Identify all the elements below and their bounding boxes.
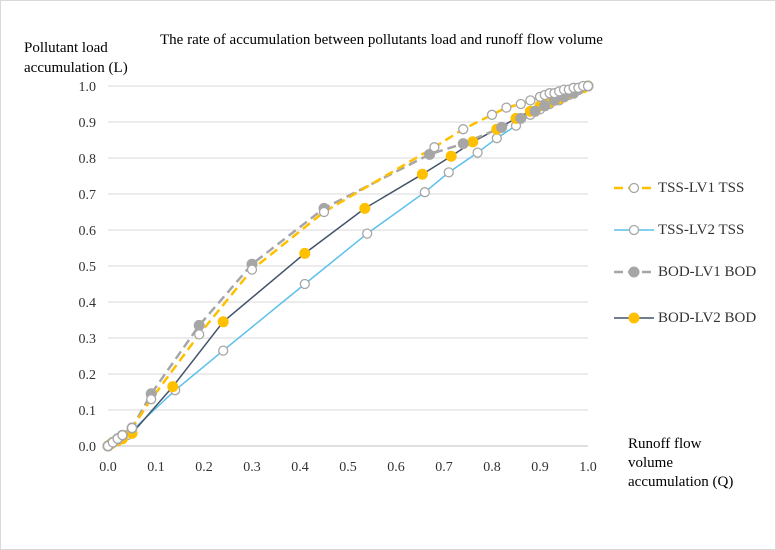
y-tick-label: 0.6 [79,224,97,239]
y-axis-label-line-1: Pollutant load [24,40,108,56]
x-tick-label: 1.0 [579,460,597,475]
data-point [416,168,428,180]
data-point [167,381,179,393]
data-point [217,316,229,328]
y-axis-label-line-2: accumulation (L) [24,60,128,76]
x-tick-label: 0.0 [99,460,117,475]
data-point [193,319,205,331]
data-point [525,95,536,106]
data-point [582,80,594,92]
legend-label-bod-lv2: BOD-LV2 BOD [658,309,757,326]
y-tick-label: 0.7 [79,188,97,203]
x-axis-label-line-1: Runoff flow [628,436,702,452]
data-point [529,105,541,117]
legend-swatch-tss-lv1 [614,182,654,194]
x-tick-label: 0.5 [339,460,357,475]
data-point [299,278,310,290]
data-point [491,133,502,144]
legend-item-tss-lv1: TSS-LV1 TSS [612,178,744,198]
legend-marker [628,182,640,194]
legend-swatch-bod-lv2 [614,312,654,324]
legend-label-tss-lv2: TSS-LV2 TSS [658,221,745,238]
data-point [359,202,371,214]
data-point [496,121,508,133]
data-point [117,430,128,441]
data-point [472,147,483,158]
legend-label-bod-lv1: BOD-LV1 BOD [658,263,757,280]
legend-item-bod-lv1: BOD-LV1 BOD [612,262,756,282]
legend-item-tss-lv2: TSS-LV2 TSS [612,220,744,240]
y-tick-label: 0.5 [79,260,97,275]
data-point [419,187,430,198]
chart-title: The rate of accumulation between polluta… [160,32,603,48]
data-point [424,148,436,160]
y-tick-label: 0.4 [79,296,97,311]
legend-swatch-tss-lv2 [614,224,654,236]
legend-label-tss-lv1: TSS-LV1 TSS [658,179,745,196]
legend-marker [628,266,640,278]
data-point [318,206,330,218]
x-tick-label: 0.2 [195,460,213,475]
data-point [445,150,457,162]
data-point [218,345,229,356]
data-point [501,102,512,113]
data-point [429,142,440,153]
x-tick-label: 0.3 [243,460,261,475]
data-point [246,264,258,275]
x-tick-label: 0.4 [291,460,309,475]
y-tick-label: 0.9 [79,116,97,131]
series-markers [102,80,594,452]
data-point [515,112,527,124]
y-tick-label: 0.0 [79,440,97,455]
x-tick-label: 0.8 [483,460,501,475]
gridlines [108,85,588,447]
data-point [362,228,373,239]
y-tick-label: 0.8 [79,152,97,167]
tick-labels: 0.0 0.1 0.2 0.3 0.4 0.5 0.6 0.7 0.8 0.9 1.0 0.0 0.1 0… [79,80,597,475]
data-point [299,247,311,259]
x-tick-label: 0.7 [435,460,453,475]
x-axis-label-line-3: accumulation (Q) [628,474,734,490]
x-tick-label: 0.6 [387,460,405,475]
data-point [467,136,479,148]
data-point [194,329,205,340]
data-point [443,167,454,178]
data-point [126,422,138,434]
y-tick-label: 0.2 [79,368,97,383]
data-point [515,98,526,110]
series-markers-0 [102,80,594,452]
legend-item-bod-lv2: BOD-LV2 BOD [612,308,756,328]
legend-marker [628,224,640,236]
data-point [146,394,157,405]
x-tick-label: 0.1 [147,460,165,475]
x-tick-label: 0.9 [531,460,549,475]
x-axis-label-line-2: volume [628,455,673,471]
data-point [458,124,469,135]
data-point [457,138,469,150]
legend-marker [628,312,640,324]
y-tick-label: 0.1 [79,404,97,419]
y-tick-label: 0.3 [79,332,97,347]
data-point [539,100,551,112]
y-tick-label: 1.0 [79,80,97,95]
data-point [486,109,498,120]
legend-swatch-bod-lv1 [614,266,654,278]
